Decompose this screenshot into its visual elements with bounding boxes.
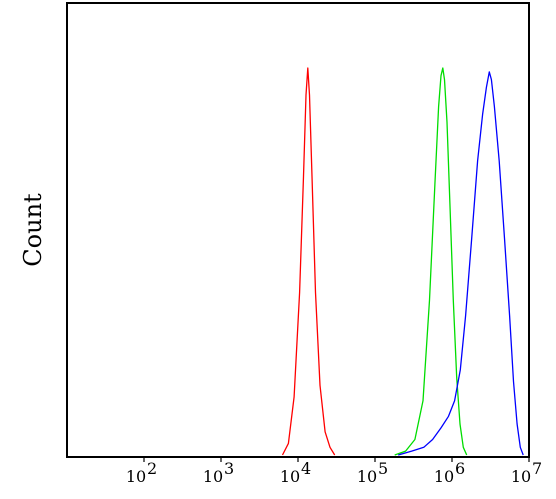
x-tick-exponent: 2: [147, 459, 157, 478]
series-line-3: [398, 71, 524, 456]
x-axis-ticks: 10 2 10 3 10 4 10 5 10 6 10 7: [126, 457, 542, 486]
x-tick-label: 10: [126, 467, 146, 486]
x-tick-label: 10: [280, 467, 300, 486]
x-tick-exponent: 4: [301, 459, 311, 478]
x-tick-exponent: 6: [455, 459, 465, 478]
y-axis-label: Count: [19, 193, 47, 267]
x-tick-exponent: 7: [532, 459, 542, 478]
x-tick-label: 10: [434, 467, 454, 486]
x-tick-exponent: 3: [224, 459, 234, 478]
series-layer: [281, 67, 524, 456]
x-tick-label: 10: [357, 467, 377, 486]
series-line-1: [281, 67, 336, 456]
x-tick-label: 10: [511, 467, 531, 486]
x-tick-label: 10: [203, 467, 223, 486]
plot-frame: [66, 2, 530, 458]
x-tick-exponent: 5: [378, 459, 388, 478]
series-line-2: [394, 67, 468, 456]
